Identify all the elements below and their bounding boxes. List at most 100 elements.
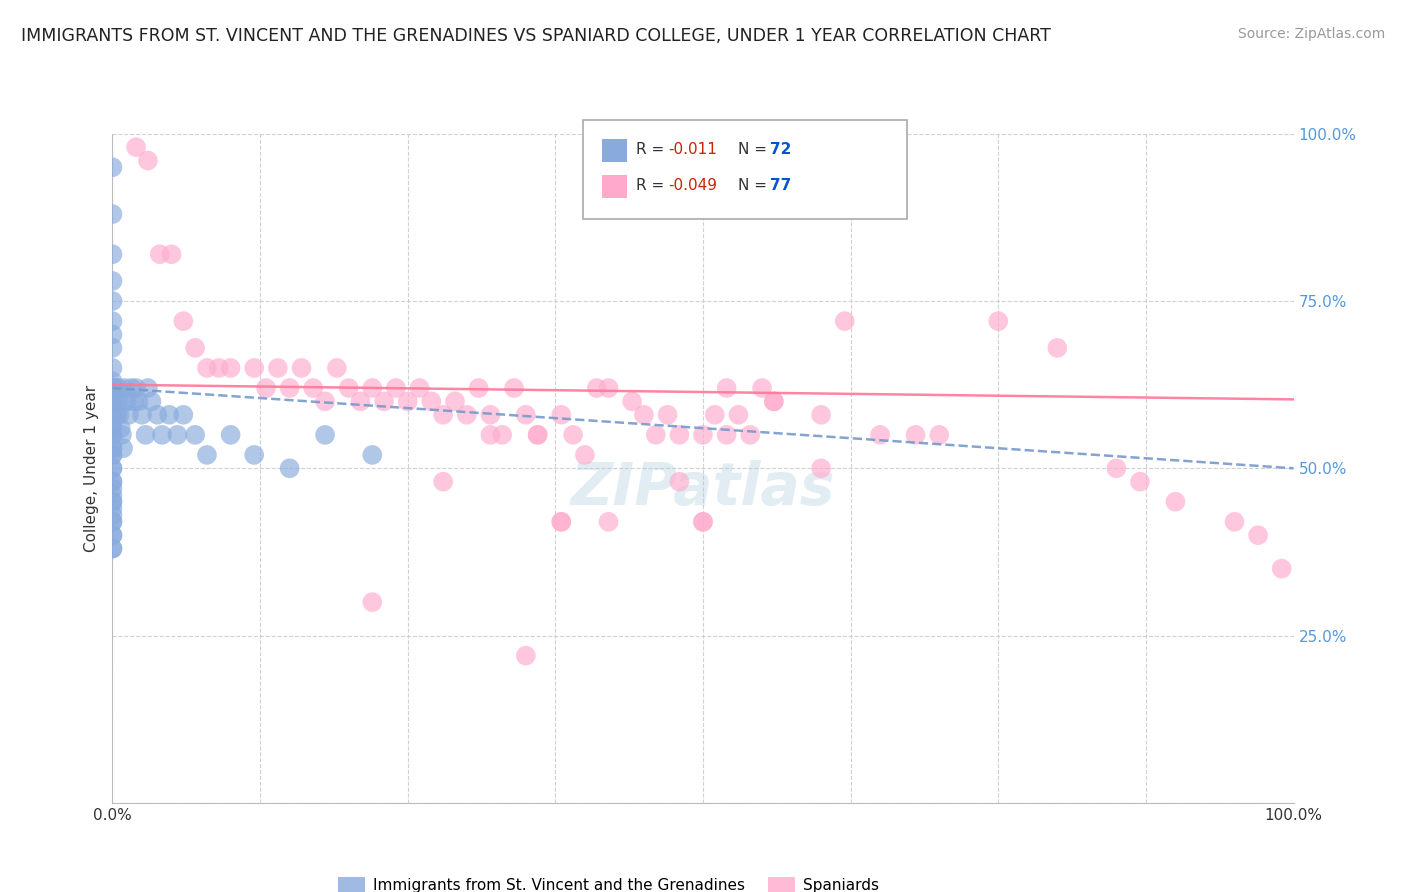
Point: [101, 461, 124, 475]
Point: [621, 394, 644, 409]
Point: [101, 488, 124, 502]
Point: [526, 428, 548, 442]
Point: [692, 428, 714, 442]
Point: [101, 381, 124, 395]
Point: [101, 421, 124, 435]
Point: [408, 381, 430, 395]
Point: [716, 428, 738, 442]
Point: [727, 408, 749, 422]
Point: [101, 327, 124, 342]
Point: [810, 408, 832, 422]
Point: [1046, 341, 1069, 355]
Point: [668, 475, 690, 489]
Point: [101, 408, 124, 422]
Point: [125, 381, 148, 395]
Point: [101, 515, 124, 529]
Point: [550, 408, 572, 422]
Point: [928, 428, 950, 442]
Point: [598, 381, 620, 395]
Point: [118, 408, 141, 422]
Point: [420, 394, 443, 409]
Point: [131, 408, 153, 422]
Point: [184, 341, 207, 355]
Point: [491, 428, 513, 442]
Point: [101, 494, 124, 508]
Point: [1105, 461, 1128, 475]
Point: [101, 494, 124, 508]
Point: [172, 314, 194, 328]
Point: [254, 381, 277, 395]
Point: [101, 408, 124, 422]
Point: [107, 394, 129, 409]
Point: [1164, 494, 1187, 508]
Point: [141, 394, 163, 409]
Point: [432, 475, 454, 489]
Point: [101, 501, 124, 516]
Text: Source: ZipAtlas.com: Source: ZipAtlas.com: [1237, 27, 1385, 41]
Point: [101, 448, 124, 462]
Point: [314, 428, 336, 442]
Point: [1129, 475, 1152, 489]
Point: [101, 442, 124, 456]
Point: [361, 448, 384, 462]
Point: [644, 428, 666, 442]
Point: [136, 381, 159, 395]
Point: [101, 482, 124, 496]
Point: [136, 153, 159, 168]
Point: [101, 528, 124, 542]
Point: [101, 375, 124, 389]
Point: [160, 247, 183, 261]
Point: [101, 207, 124, 221]
Point: [302, 381, 325, 395]
Legend: Immigrants from St. Vincent and the Grenadines, Spaniards: Immigrants from St. Vincent and the Gren…: [332, 871, 886, 892]
Point: [810, 461, 832, 475]
Point: [150, 428, 173, 442]
Point: [834, 314, 856, 328]
Point: [105, 394, 128, 409]
Point: [110, 421, 132, 435]
Text: -0.011: -0.011: [668, 143, 717, 157]
Point: [278, 381, 301, 395]
Point: [101, 442, 124, 456]
Point: [703, 408, 725, 422]
Text: IMMIGRANTS FROM ST. VINCENT AND THE GRENADINES VS SPANIARD COLLEGE, UNDER 1 YEAR: IMMIGRANTS FROM ST. VINCENT AND THE GREN…: [21, 27, 1050, 45]
Point: [1223, 515, 1246, 529]
Point: [692, 515, 714, 529]
Point: [385, 381, 408, 395]
Point: [657, 408, 679, 422]
Point: [172, 408, 194, 422]
Point: [195, 361, 218, 376]
Point: [101, 274, 124, 288]
Point: [115, 394, 138, 409]
Text: N =: N =: [738, 178, 768, 193]
Point: [550, 515, 572, 529]
Point: [633, 408, 655, 422]
Point: [101, 341, 124, 355]
Point: [716, 381, 738, 395]
Point: [101, 247, 124, 261]
Point: [361, 381, 384, 395]
Point: [101, 394, 124, 409]
Point: [166, 428, 188, 442]
Point: [157, 408, 180, 422]
Point: [125, 140, 148, 154]
Point: [562, 428, 585, 442]
Point: [326, 361, 349, 376]
Point: [243, 361, 266, 376]
Point: [219, 428, 242, 442]
Text: ZIPatlas: ZIPatlas: [571, 460, 835, 516]
Point: [101, 428, 124, 442]
Point: [396, 394, 419, 409]
Point: [146, 408, 169, 422]
Point: [526, 428, 548, 442]
Point: [101, 508, 124, 523]
Point: [361, 595, 384, 609]
Point: [184, 428, 207, 442]
Point: [740, 428, 762, 442]
Point: [479, 428, 502, 442]
Point: [314, 394, 336, 409]
Point: [101, 528, 124, 542]
Point: [149, 247, 172, 261]
Point: [290, 361, 312, 376]
Point: [195, 448, 218, 462]
